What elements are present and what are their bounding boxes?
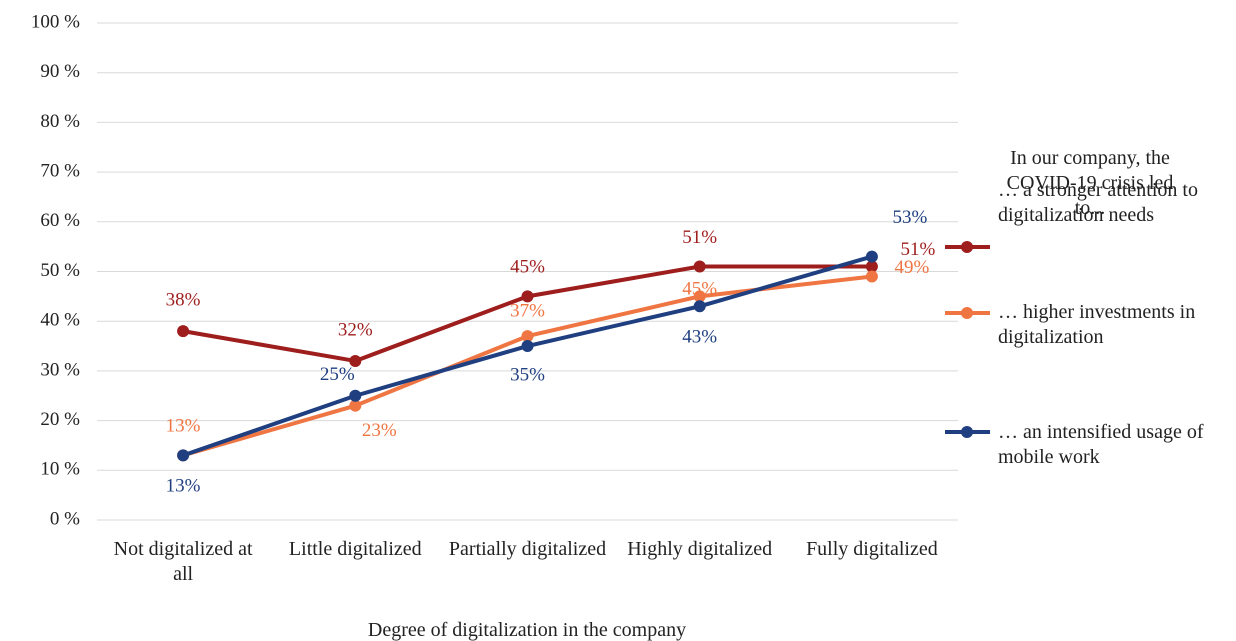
data-label: 13% xyxy=(166,416,201,437)
data-point xyxy=(349,399,362,412)
legend-entry: … a stronger attention to digitalization… xyxy=(998,179,1198,226)
x-tick-label: Highly digitalized xyxy=(627,538,773,560)
data-point xyxy=(177,449,190,462)
data-point xyxy=(177,325,190,338)
data-label: 53% xyxy=(892,207,927,228)
data-label: 38% xyxy=(166,289,201,310)
y-tick-label: 20 % xyxy=(40,409,80,430)
data-label: 35% xyxy=(510,364,545,385)
y-tick-label: 70 % xyxy=(40,160,80,181)
y-tick-label: 0 % xyxy=(50,508,80,529)
data-point xyxy=(349,354,362,367)
x-tick-label: Fully digitalized xyxy=(806,538,938,560)
data-point xyxy=(693,290,706,303)
data-label: 37% xyxy=(510,300,545,321)
x-axis-label: Degree of digitalization in the company xyxy=(367,619,687,641)
y-tick-label: 80 % xyxy=(40,111,80,132)
data-point xyxy=(693,260,706,273)
legend-entry: … higher investments in digitalization xyxy=(998,301,1196,348)
data-label: 45% xyxy=(510,257,545,278)
legend-marker xyxy=(961,241,973,253)
x-tick-label: Partially digitalized xyxy=(448,538,607,560)
y-tick-label: 90 % xyxy=(40,61,80,82)
data-label: 49% xyxy=(894,257,929,278)
data-point xyxy=(693,300,706,313)
data-label: 51% xyxy=(682,227,717,248)
data-point xyxy=(865,250,878,263)
legend-marker xyxy=(961,307,973,319)
data-point xyxy=(349,389,362,402)
x-tick-label: Little digitalized xyxy=(288,538,422,560)
data-label: 32% xyxy=(338,319,373,340)
data-point xyxy=(865,260,878,273)
data-label: 45% xyxy=(682,279,717,300)
y-tick-label: 10 % xyxy=(40,459,80,480)
x-tick-label: Not digitalized at all xyxy=(113,538,253,585)
data-point xyxy=(521,290,534,303)
y-tick-label: 50 % xyxy=(40,260,80,281)
data-label: 43% xyxy=(682,327,717,348)
data-label: 23% xyxy=(362,420,397,441)
data-label: 25% xyxy=(320,364,355,385)
y-tick-label: 40 % xyxy=(40,310,80,331)
legend-marker xyxy=(961,426,973,438)
data-label: 51% xyxy=(900,239,935,260)
data-point xyxy=(521,340,534,353)
data-label: 13% xyxy=(166,476,201,497)
legend-title: In our company, the COVID-19 crisis led … xyxy=(1006,147,1174,219)
legend-entry: … an intensified usage of mobile work xyxy=(998,421,1204,468)
y-tick-label: 60 % xyxy=(40,210,80,231)
data-point xyxy=(865,270,878,283)
data-point xyxy=(521,330,534,343)
y-tick-label: 30 % xyxy=(40,359,80,380)
y-tick-label: 100 % xyxy=(31,11,80,32)
